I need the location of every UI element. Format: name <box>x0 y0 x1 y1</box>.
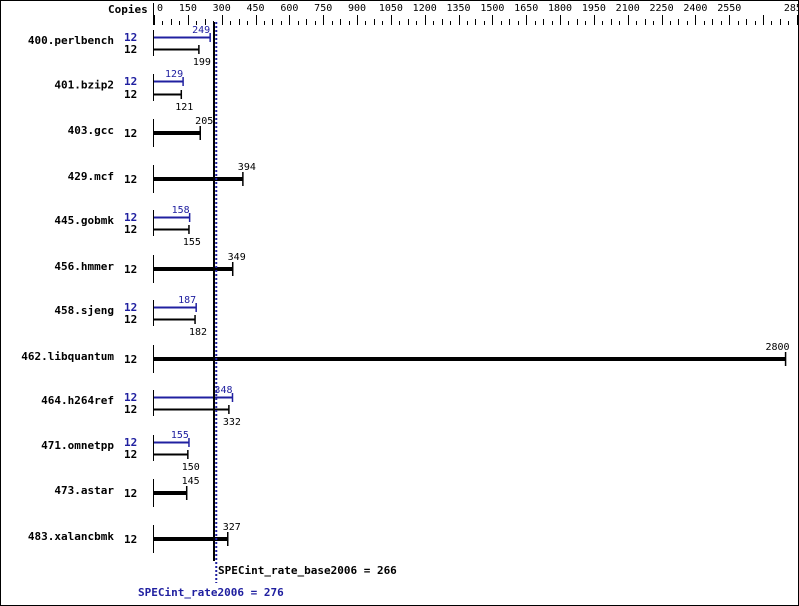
peak-copies: 12 <box>124 75 137 88</box>
base-copies: 12 <box>124 88 137 101</box>
base-copies: 12 <box>124 353 137 366</box>
xaxis-label: Copies <box>108 3 148 16</box>
benchmark-label: 456.hmmer <box>54 260 114 273</box>
x-tick-label: 2250 <box>650 3 674 14</box>
x-tick-label: 2550 <box>717 3 741 14</box>
base-value: 182 <box>189 327 207 338</box>
x-tick-label: 300 <box>213 3 231 14</box>
base-copies: 12 <box>124 173 137 186</box>
x-tick-label: 2850 <box>784 3 799 14</box>
peak-value: 249 <box>192 25 210 36</box>
base-value: 332 <box>223 417 241 428</box>
peak-summary-label: SPECint_rate2006 = 276 <box>138 586 284 599</box>
x-tick-label: 900 <box>348 3 366 14</box>
x-tick-label: 750 <box>314 3 332 14</box>
benchmark-label: 429.mcf <box>68 170 114 183</box>
base-value: 349 <box>228 252 246 263</box>
peak-value: 129 <box>165 69 183 80</box>
base-value: 2800 <box>765 342 789 353</box>
x-tick-label: 450 <box>247 3 265 14</box>
base-copies: 12 <box>124 487 137 500</box>
x-tick-label: 0 <box>157 3 163 14</box>
benchmark-label: 400.perlbench <box>28 34 114 47</box>
benchmark-label: 471.omnetpp <box>41 439 114 452</box>
benchmark-label: 473.astar <box>54 484 114 497</box>
peak-copies: 12 <box>124 391 137 404</box>
base-value: 327 <box>223 522 241 533</box>
peak-copies: 12 <box>124 211 137 224</box>
x-tick-label: 1800 <box>548 3 572 14</box>
x-tick-label: 600 <box>280 3 298 14</box>
peak-value: 348 <box>214 385 232 396</box>
base-copies: 12 <box>124 313 137 326</box>
benchmark-label: 464.h264ref <box>41 394 114 407</box>
peak-copies: 12 <box>124 436 137 449</box>
peak-value: 187 <box>178 295 196 306</box>
base-value: 145 <box>182 476 200 487</box>
base-value: 199 <box>193 57 211 68</box>
base-value: 121 <box>175 102 193 113</box>
base-value: 155 <box>183 237 201 248</box>
base-value: 205 <box>195 116 213 127</box>
base-summary-label: SPECint_rate_base2006 = 266 <box>218 564 397 577</box>
x-tick-label: 2400 <box>683 3 707 14</box>
x-tick-label: 1950 <box>582 3 606 14</box>
benchmark-label: 403.gcc <box>68 124 114 137</box>
base-copies: 12 <box>124 43 137 56</box>
base-value: 150 <box>182 462 200 473</box>
x-tick-label: 1350 <box>447 3 471 14</box>
base-copies: 12 <box>124 263 137 276</box>
base-copies: 12 <box>124 403 137 416</box>
x-tick-label: 150 <box>179 3 197 14</box>
peak-value: 158 <box>172 205 190 216</box>
benchmark-label: 462.libquantum <box>21 350 114 363</box>
x-tick-label: 2100 <box>616 3 640 14</box>
benchmark-label: 401.bzip2 <box>54 79 114 92</box>
benchmark-label: 483.xalancbmk <box>28 530 114 543</box>
base-value: 394 <box>238 162 256 173</box>
peak-copies: 12 <box>124 301 137 314</box>
peak-copies: 12 <box>124 31 137 44</box>
base-copies: 12 <box>124 223 137 236</box>
peak-value: 155 <box>171 430 189 441</box>
benchmark-label: 458.sjeng <box>54 304 114 317</box>
x-tick-label: 1200 <box>413 3 437 14</box>
base-copies: 12 <box>124 127 137 140</box>
x-tick-label: 1500 <box>480 3 504 14</box>
benchmark-label: 445.gobmk <box>54 214 114 227</box>
base-copies: 12 <box>124 533 137 546</box>
x-tick-label: 1050 <box>379 3 403 14</box>
base-copies: 12 <box>124 448 137 461</box>
x-tick-label: 1650 <box>514 3 538 14</box>
